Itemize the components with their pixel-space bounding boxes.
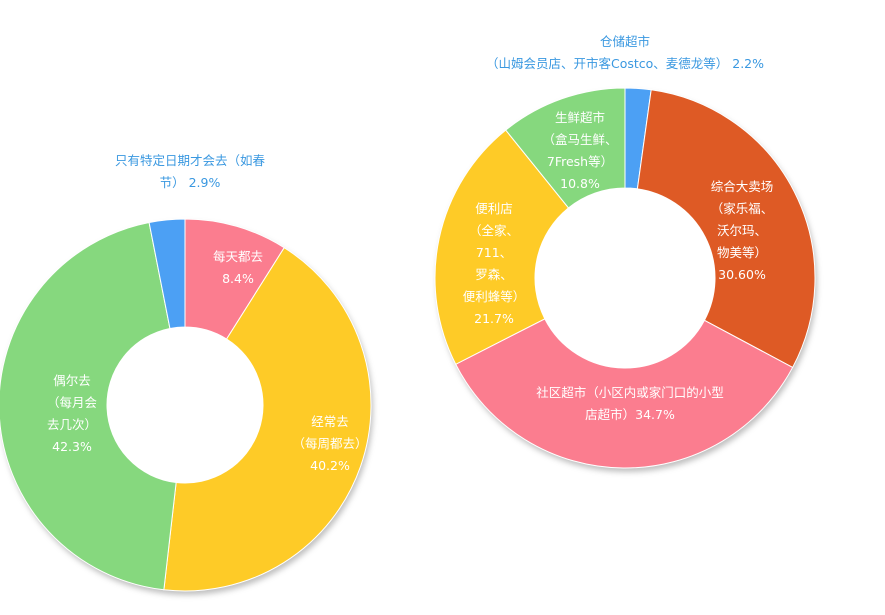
donut-hole [535, 188, 715, 368]
slice-label-line: 经常去 [311, 414, 349, 429]
slice-label-line: 40.2% [310, 458, 350, 473]
slice-label-line: 8.4% [222, 271, 254, 286]
slice-label-line: 生鲜超市 [555, 110, 605, 125]
slice-label-line: 42.3% [52, 439, 92, 454]
slice-label-4: 便利店 （全家、 711、罗森、便利蜂等） 21.7% [463, 201, 526, 326]
pie-slice-3[interactable] [0, 221, 177, 591]
slice-label-5: 生鲜超市 （盒马生鲜、 7Fresh等） 10.8% [542, 110, 617, 191]
slice-label-line: 沃尔玛、 [717, 223, 767, 238]
slice-label-line: 便利店 [475, 201, 513, 216]
slice-label-3: 偶尔去 （每月会去几次） 42.3% [47, 373, 98, 454]
slice-label-line: （每周都去） [292, 436, 367, 451]
slice-label-line: 综合大卖场 [711, 179, 774, 194]
slice-label-line: 21.7% [474, 311, 514, 326]
slice-label-line: 罗森、 [475, 267, 513, 282]
slice-label-line: 仓储超市 [600, 34, 650, 49]
slice-label-line: 去几次） [47, 417, 97, 432]
slice-label-line: 只有特定日期才会去（如春 [115, 153, 266, 168]
slice-label-3: 社区超市（小区内或家门口的小型店超市）34.7% [536, 385, 724, 422]
slice-label-line: 711、 [476, 245, 512, 260]
slice-label-line: （盒马生鲜、 [542, 132, 617, 147]
slice-label-line: 每天都去 [213, 249, 263, 264]
slice-label-line: （每月会 [47, 395, 98, 410]
slice-label-line: 节） 2.9% [160, 175, 221, 190]
slice-label-line: 便利蜂等） [463, 289, 526, 304]
donut-chart-visit-frequency: 每天都去 8.4% 经常去 （每周都去） 40.2% 偶尔去 （每月会去几次） 42.3% 只有… [0, 153, 372, 592]
slice-label-line: 偶尔去 [53, 373, 91, 388]
slice-label-line: 10.8% [560, 176, 600, 191]
slice-label-line: （全家、 [469, 223, 519, 238]
slice-label-line: 7Fresh等） [547, 154, 613, 169]
slice-label-line: 社区超市（小区内或家门口的小型 [536, 385, 724, 400]
slice-label-2: 综合大卖场 （家乐福、沃尔玛、物美等） 30.60% [711, 179, 774, 282]
pie-slice-2[interactable] [636, 89, 816, 369]
slice-label-line: 店超市）34.7% [585, 407, 675, 422]
slice-label-line: （山姆会员店、开市客Costco、麦德龙等） 2.2% [486, 56, 764, 71]
slice-label-line: （家乐福、 [711, 201, 774, 216]
slice-label-line: 30.60% [718, 267, 766, 282]
donut-hole [107, 327, 263, 483]
slice-label-line: 物美等） [717, 245, 767, 260]
donut-chart-store-type: 仓储超市 （山姆会员店、开市客Costco、麦德龙等） 2.2% 综合大卖场 （家乐福… [434, 34, 816, 469]
slice-label-4: 只有特定日期才会去（如春节） 2.9% [115, 153, 266, 190]
slice-label-1: 每天都去 8.4% [213, 249, 263, 286]
slice-label-1: 仓储超市 （山姆会员店、开市客Costco、麦德龙等） 2.2% [486, 34, 764, 71]
slice-label-2: 经常去 （每周都去） 40.2% [292, 414, 367, 473]
